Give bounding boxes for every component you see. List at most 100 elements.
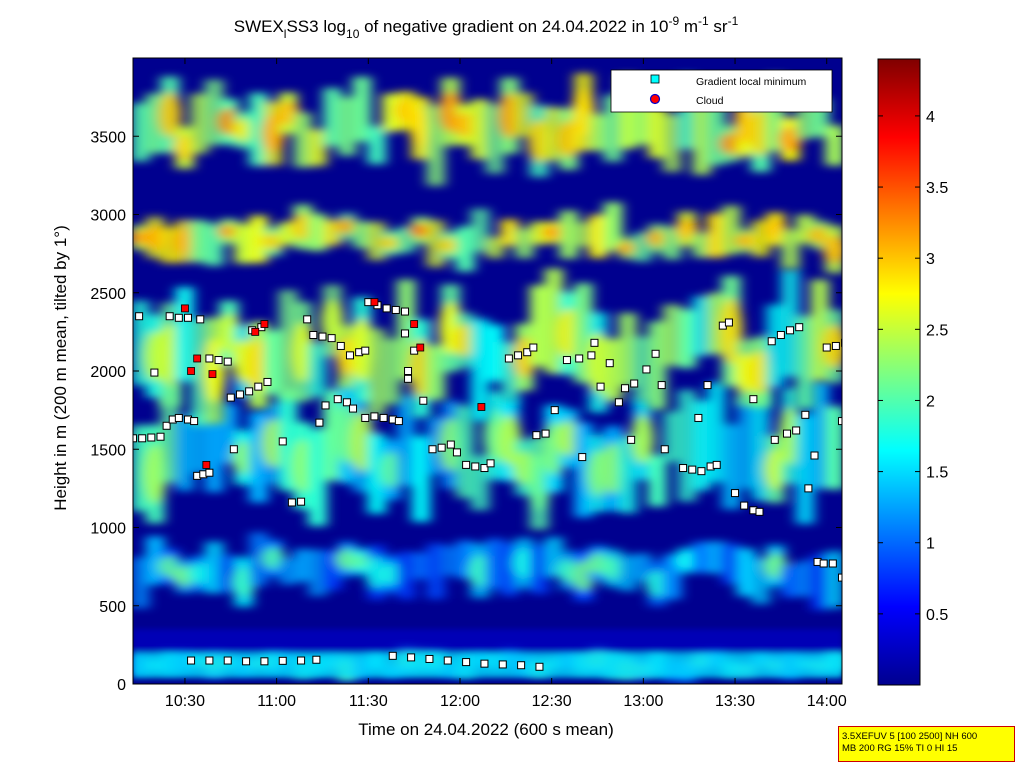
gradient-minimum-marker xyxy=(138,434,147,443)
info-box: 3.5XEFUV 5 [100 2500] NH 600 MB 200 RG 1… xyxy=(838,726,1015,762)
layer-cell xyxy=(633,553,652,582)
layer-cell xyxy=(795,315,815,409)
gradient-minimum-marker xyxy=(755,507,764,516)
layer-cell xyxy=(780,229,800,269)
y-axis-label: Height in m (200 m mean, tilted by 1°) xyxy=(51,225,70,511)
chart-title: SWEXlSS3 log10 of negative gradient on 2… xyxy=(234,14,739,41)
gradient-minimum-marker xyxy=(782,429,791,438)
layer-cell xyxy=(707,382,726,483)
gradient-minimum-marker xyxy=(361,413,370,422)
gradient-minimum-marker xyxy=(184,313,193,322)
title-exp2: -1 xyxy=(698,14,709,28)
gradient-minimum-marker xyxy=(336,341,345,350)
layer-cell xyxy=(470,318,490,421)
colorbar-tick-label: 0.5 xyxy=(926,607,948,624)
gradient-minimum-marker xyxy=(165,312,174,321)
gradient-minimum-marker xyxy=(156,432,165,441)
gradient-minimum-marker xyxy=(770,435,779,444)
gradient-minimum-marker xyxy=(679,464,688,473)
layer-cell xyxy=(515,228,534,259)
gradient-minimum-marker xyxy=(504,354,513,363)
layer-cell xyxy=(367,433,387,514)
layer-cell xyxy=(293,548,313,582)
legend-marker-cloud xyxy=(649,93,661,105)
gradient-minimum-marker xyxy=(443,656,452,665)
gradient-minimum-marker xyxy=(223,656,232,665)
layer-cell xyxy=(367,126,387,165)
layer-highlight xyxy=(630,414,655,464)
colorbar-tick-label: 1.5 xyxy=(926,465,948,482)
layer-cell xyxy=(721,543,741,584)
layer-cell xyxy=(795,414,815,525)
y-tick-label: 500 xyxy=(99,599,126,616)
layer-4 xyxy=(133,202,842,274)
layer-cell xyxy=(662,304,682,366)
title-log-sub: 10 xyxy=(346,27,360,41)
gradient-minimum-marker xyxy=(590,338,599,347)
layer-cell xyxy=(352,221,372,249)
gradient-minimum-marker xyxy=(480,659,489,668)
gradient-minimum-marker xyxy=(562,356,571,365)
gradient-minimum-marker xyxy=(361,346,370,355)
layer-cell xyxy=(736,398,756,489)
layer-cell xyxy=(825,406,842,490)
gradient-minimum-marker xyxy=(740,501,749,510)
gradient-minimum-marker xyxy=(605,359,614,368)
gradient-minimum-marker xyxy=(660,445,669,454)
layer-cell xyxy=(500,219,520,246)
gradient-minimum-marker xyxy=(404,374,413,383)
layer-cell xyxy=(618,436,638,514)
title-prefix-sub: l xyxy=(284,27,287,41)
layer-cell xyxy=(426,344,446,401)
layer-cell xyxy=(485,538,505,589)
gradient-minimum-marker xyxy=(697,467,706,476)
layer-cell xyxy=(618,312,638,387)
gradient-minimum-marker xyxy=(703,381,712,390)
layer-cell xyxy=(662,226,682,260)
gradient-minimum-marker xyxy=(587,351,596,360)
gradient-minimum-marker xyxy=(263,377,272,386)
layer-cell xyxy=(133,557,150,609)
gradient-minimum-marker xyxy=(419,396,428,405)
gradient-minimum-marker xyxy=(657,381,666,390)
gradient-minimum-marker xyxy=(694,413,703,422)
layer-cell xyxy=(470,99,490,160)
gradient-minimum-marker xyxy=(382,304,391,313)
layer-cell xyxy=(529,544,549,595)
gradient-minimum-marker xyxy=(838,573,842,582)
layer-cell xyxy=(190,318,209,426)
gradient-minimum-marker xyxy=(388,651,397,660)
layer-cell xyxy=(337,96,357,156)
gradient-minimum-marker xyxy=(223,357,232,366)
gradient-minimum-marker xyxy=(174,313,183,322)
cloud-marker xyxy=(181,304,189,313)
gradient-minimum-marker xyxy=(407,653,416,662)
gradient-minimum-marker xyxy=(135,312,144,321)
gradient-minimum-marker xyxy=(731,489,740,498)
layer-cell xyxy=(810,554,830,611)
x-tick-label: 12:00 xyxy=(440,693,480,710)
x-tick-label: 11:00 xyxy=(257,693,296,710)
layer-highlight xyxy=(158,91,182,138)
layer-cell xyxy=(249,215,268,263)
gradient-minimum-marker xyxy=(303,315,312,324)
gradient-minimum-marker xyxy=(804,484,813,493)
gradient-minimum-marker xyxy=(254,382,263,391)
gradient-minimum-marker xyxy=(535,662,544,671)
legend-marker-gradient-minimum xyxy=(650,74,660,84)
layer-cell xyxy=(707,213,726,258)
layer-cell xyxy=(647,106,667,159)
gradient-minimum-marker xyxy=(642,365,651,374)
gradient-minimum-marker xyxy=(651,349,660,358)
layer-cell xyxy=(662,114,682,173)
gradient-minimum-marker xyxy=(437,443,446,452)
layer-cell xyxy=(677,309,697,369)
layer-cell xyxy=(795,560,815,597)
layer-cell xyxy=(692,296,712,356)
y-tick-label: 2000 xyxy=(90,364,126,381)
gradient-minimum-marker xyxy=(349,404,358,413)
layer-cell xyxy=(411,552,431,580)
gradient-minimum-marker xyxy=(425,654,434,663)
y-tick-label: 3000 xyxy=(90,208,126,225)
